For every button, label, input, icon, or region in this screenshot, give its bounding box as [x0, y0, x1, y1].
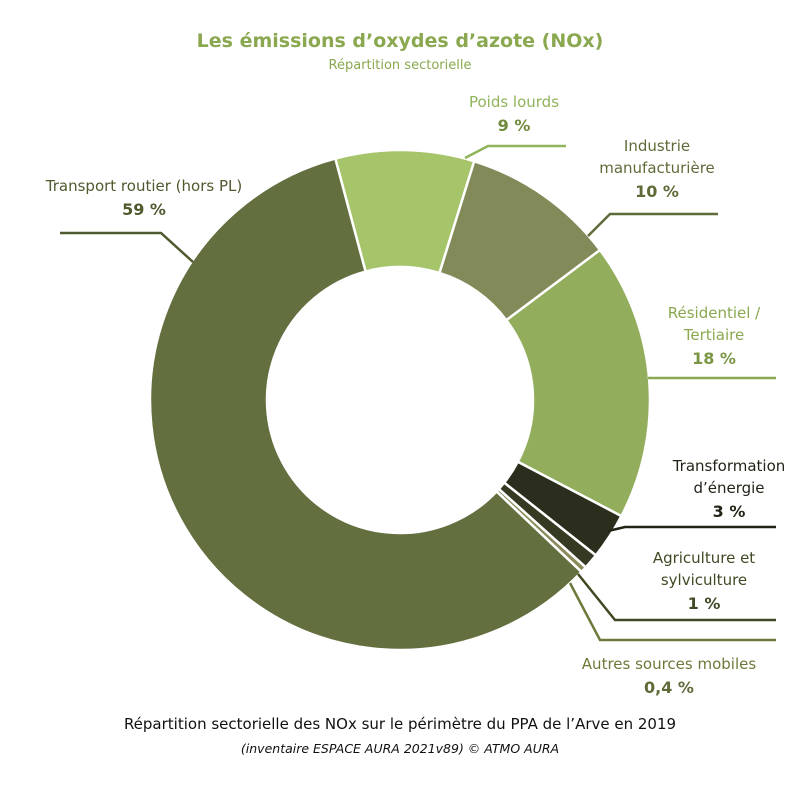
slice-label: Autres sources mobiles	[582, 655, 757, 673]
chart-footer: Répartition sectorielle des NOx sur le p…	[124, 715, 676, 733]
chart-subtitle: Répartition sectorielle	[329, 58, 472, 73]
leader-line	[607, 525, 776, 533]
leader-line	[587, 212, 718, 237]
slice-label: Transformation	[672, 457, 786, 475]
leader-line	[464, 144, 566, 160]
donut-slice	[504, 248, 652, 518]
slice-value-label: 59 %	[122, 200, 166, 219]
leader-line	[577, 573, 776, 622]
slice-value-label: 3 %	[713, 502, 746, 521]
slice-label: Résidentiel /	[668, 304, 761, 322]
leader-lines	[60, 144, 776, 642]
slice-label: Transport routier (hors PL)	[45, 177, 242, 195]
slice-label: Agriculture et	[653, 549, 755, 567]
leader-line	[60, 231, 194, 263]
chart-title: Les émissions d’oxydes d’azote (NOx)	[197, 30, 604, 52]
slice-label: manufacturière	[599, 159, 715, 177]
slice-labels: Poids lourds 9 % Industrie manufacturière 10…	[45, 93, 785, 697]
slice-value-label: 1 %	[688, 594, 721, 613]
slice-label: d’énergie	[693, 479, 764, 497]
slice-label: Tertiaire	[683, 326, 744, 344]
donut-slice	[148, 156, 584, 652]
slice-label: sylviculture	[661, 571, 747, 589]
slice-label: Industrie	[624, 137, 690, 155]
slice-value-label: 0,4 %	[644, 678, 694, 697]
slice-value-label: 10 %	[635, 182, 679, 201]
slice-value-label: 9 %	[498, 116, 531, 135]
chart-source: (inventaire ESPACE AURA 2021v89) © ATMO …	[241, 741, 559, 756]
slice-value-label: 18 %	[692, 349, 736, 368]
leader-line	[568, 582, 776, 642]
slice-label: Poids lourds	[469, 93, 559, 111]
donut-slices	[148, 148, 652, 652]
